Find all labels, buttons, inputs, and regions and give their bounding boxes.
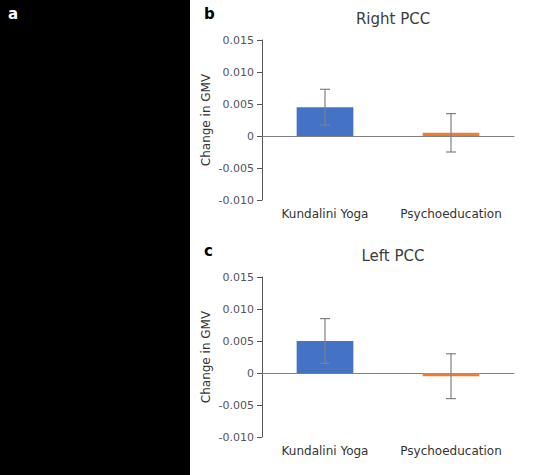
svg-text:Change in GMV: Change in GMV (199, 73, 213, 166)
svg-text:0.005: 0.005 (223, 98, 255, 111)
svg-text:0: 0 (247, 130, 254, 143)
svg-text:Change in GMV: Change in GMV (199, 310, 213, 403)
svg-text:-0.005: -0.005 (219, 399, 254, 412)
svg-text:-0.005: -0.005 (219, 162, 254, 175)
svg-text:0.005: 0.005 (223, 335, 255, 348)
svg-text:Psychoeducation: Psychoeducation (400, 444, 501, 458)
svg-text:0.010: 0.010 (223, 303, 255, 316)
svg-text:0.010: 0.010 (223, 66, 255, 79)
svg-text:b: b (204, 5, 215, 23)
svg-text:c: c (204, 242, 213, 260)
svg-text:-0.010: -0.010 (219, 431, 254, 444)
svg-text:0: 0 (247, 367, 254, 380)
svg-text:Left PCC: Left PCC (362, 247, 425, 265)
svg-text:Kundalini Yoga: Kundalini Yoga (282, 444, 369, 458)
svg-text:-0.010: -0.010 (219, 194, 254, 207)
svg-text:a: a (8, 5, 18, 23)
svg-text:Kundalini Yoga: Kundalini Yoga (282, 207, 369, 221)
svg-text:0.015: 0.015 (223, 271, 255, 284)
svg-text:0.015: 0.015 (223, 34, 255, 47)
svg-text:Right PCC: Right PCC (356, 10, 430, 28)
svg-text:Psychoeducation: Psychoeducation (400, 207, 501, 221)
